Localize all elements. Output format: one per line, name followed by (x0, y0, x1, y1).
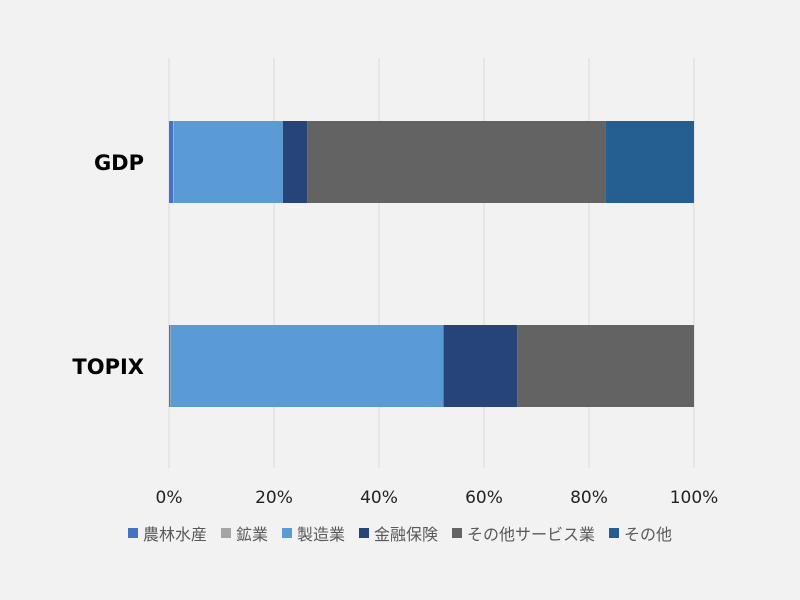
category-label: TOPIX (72, 355, 144, 379)
legend-label: 鉱業 (235, 525, 268, 544)
legend-swatch (359, 528, 369, 538)
bar-segment (169, 325, 171, 407)
legend-item: その他 (609, 521, 672, 545)
x-tick-label: 60% (465, 488, 503, 508)
legend-item: 金融保険 (359, 521, 438, 545)
bar-segment (443, 325, 518, 407)
bar-segment (173, 121, 174, 203)
legend-label: 農林水産 (142, 525, 207, 544)
legend-swatch (452, 528, 463, 538)
x-tick-label: 0% (156, 488, 183, 508)
legend-swatch (281, 528, 292, 538)
legend-label: 金融保険 (374, 525, 439, 544)
category-label: GDP (94, 151, 144, 175)
legend-item: 農林水産 (127, 521, 207, 545)
category-labels: GDP TOPIX (72, 151, 144, 379)
legend-label: 製造業 (296, 525, 345, 544)
legend-item: その他サービス業 (452, 521, 595, 545)
bar-segment (170, 325, 444, 407)
bar-segment (170, 325, 171, 407)
legend-swatch (609, 528, 620, 538)
bar-segments (169, 121, 694, 407)
x-tick-label: 100% (670, 488, 719, 508)
x-tick-labels: 0% 20% 40% 60% 80% 100% (156, 488, 719, 508)
bar-segment (517, 325, 694, 407)
x-tick-label: 20% (255, 488, 293, 508)
x-tick-label: 80% (570, 488, 608, 508)
legend-label: その他サービス業 (467, 525, 596, 544)
x-tick-label: 40% (360, 488, 398, 508)
bar-segment (173, 121, 283, 203)
legend-swatch (127, 528, 138, 538)
bar-segment (169, 121, 174, 203)
bar-segment (282, 121, 308, 203)
legend-label: その他 (624, 525, 673, 544)
legend: 農林水産 鉱業 製造業 金融保険 その他サービス業 その他 (0, 521, 800, 545)
bar-segment (307, 121, 606, 203)
legend-swatch (220, 528, 231, 538)
legend-item: 製造業 (281, 521, 345, 545)
legend-item: 鉱業 (220, 521, 268, 545)
bar-segment (605, 121, 694, 203)
